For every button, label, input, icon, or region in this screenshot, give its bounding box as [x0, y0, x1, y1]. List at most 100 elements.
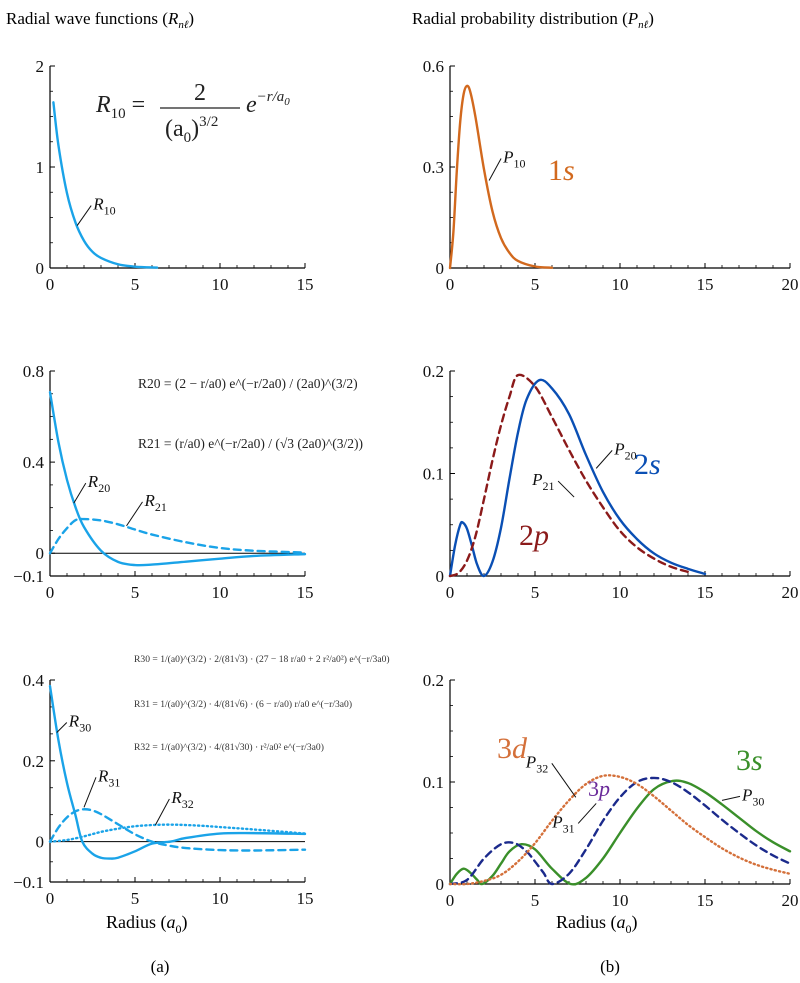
x-tick-label: 5 — [531, 275, 540, 294]
label-leader — [76, 205, 92, 226]
x-tick-label: 15 — [697, 583, 714, 602]
y-tick-label: 0 — [436, 259, 445, 278]
x-tick-label: 15 — [297, 583, 314, 602]
svg-text:R20 = (2 − r/a0) e^(−r/2a0) /: R20 = (2 − r/a0) e^(−r/2a0) / (2a0)^(3/2… — [138, 376, 358, 391]
series-p21 — [448, 373, 690, 578]
series-r10 — [52, 101, 159, 269]
series-p30 — [448, 779, 792, 886]
svg-text:R30 = 1/(a0)^(3/2) · 2/(81√3): R30 = 1/(a0)^(3/2) · 2/(81√3) · (27 − 18… — [134, 654, 390, 665]
series-p20 — [448, 378, 707, 578]
x-tick-label: 15 — [297, 889, 314, 908]
svg-text:R32 = 1/(a0)^(3/2) · 4/(81√30): R32 = 1/(a0)^(3/2) · 4/(81√30) · r²/a0² … — [134, 742, 324, 753]
series-label-r10: R10 — [92, 195, 115, 218]
panel-p3: 0 5 10 15 20 0 0.1 0.2 P30 P31 P32 3s 3p 3d — [423, 671, 799, 910]
orbital-label-2s: 2s — [634, 448, 661, 481]
x-tick-label: 10 — [612, 275, 629, 294]
svg-text:(a0)3/2: (a0)3/2 — [165, 114, 218, 146]
y-tick-label: 0.1 — [423, 773, 444, 792]
series-label-p21: P21 — [531, 470, 554, 493]
equation-r10: R10 = 2 (a0)3/2 e−r/a0 — [95, 80, 290, 146]
y-tick-label: 2 — [36, 57, 45, 76]
x-tick-label: 5 — [531, 583, 540, 602]
orbital-label-3d: 3d — [497, 732, 528, 765]
y-tick-label: 0 — [36, 833, 45, 852]
x-tick-label: 5 — [131, 583, 140, 602]
label-leader — [126, 501, 143, 527]
series-p31 — [448, 776, 792, 886]
label-leader — [595, 450, 613, 469]
equation-r20: R20 = (2 − r/a0) e^(−r/2a0) / (2a0)^(3/2… — [138, 376, 358, 391]
series-label-r30: R30 — [68, 712, 91, 735]
x-tick-label: 5 — [131, 275, 140, 294]
series-label-p20: P20 — [613, 439, 636, 462]
label-leader — [488, 158, 502, 181]
panel-r10: 0 5 10 15 0 1 2 R10 — [36, 57, 314, 294]
y-tick-label: 0 — [436, 567, 445, 586]
series-r31 — [48, 808, 307, 852]
series-label-p32: P32 — [525, 752, 548, 775]
label-leader — [551, 763, 577, 798]
svg-text:R31 = 1/(a0)^(3/2) · 4/(81√6): R31 = 1/(a0)^(3/2) · 4/(81√6) · (6 − r/a… — [134, 699, 352, 710]
series-label-p31: P31 — [551, 812, 574, 835]
orbital-label-1s: 1s — [548, 154, 575, 187]
series-label-r32: R32 — [170, 788, 193, 811]
y-tick-label: −0.1 — [13, 567, 44, 586]
svg-text:R10 =: R10 = — [95, 92, 145, 122]
x-tick-label: 10 — [212, 889, 229, 908]
label-leader — [56, 722, 68, 733]
label-leader — [83, 777, 97, 808]
x-tick-label: 20 — [782, 583, 799, 602]
x-tick-label: 10 — [612, 583, 629, 602]
series-r32 — [48, 823, 307, 843]
caption-a: (a) — [151, 957, 170, 976]
orbital-label-2p: 2p — [519, 519, 549, 552]
x-tick-label: 0 — [46, 583, 55, 602]
x-tick-label: 10 — [212, 275, 229, 294]
x-tick-label: 0 — [446, 891, 455, 910]
x-tick-label: 0 — [446, 583, 455, 602]
panel-p10: 0 5 10 15 20 0 0.3 0.6 P10 1s — [423, 57, 799, 294]
equation-r21: R21 = (r/a0) e^(−r/2a0) / (√3 (2a0)^(3/2… — [138, 436, 363, 451]
x-tick-label: 15 — [697, 275, 714, 294]
series-p32 — [448, 774, 792, 886]
y-tick-label: 0.1 — [423, 465, 444, 484]
xlabel-right: Radius (a0) — [556, 912, 638, 936]
y-tick-label: 0.2 — [423, 671, 444, 690]
y-tick-label: 0 — [36, 544, 45, 563]
x-tick-label: 10 — [612, 891, 629, 910]
title-left: Radial wave functions (Rnℓ) — [6, 9, 194, 31]
series-label-r20: R20 — [87, 472, 110, 495]
y-tick-label: 0.4 — [23, 453, 45, 472]
orbital-label-3p: 3p — [588, 776, 610, 801]
x-tick-label: 20 — [782, 891, 799, 910]
y-tick-label: 0.3 — [423, 158, 444, 177]
x-tick-label: 5 — [131, 889, 140, 908]
equation-r31: R31 = 1/(a0)^(3/2) · 4/(81√6) · (6 − r/a… — [134, 699, 352, 710]
x-tick-label: 0 — [446, 275, 455, 294]
equation-r32: R32 = 1/(a0)^(3/2) · 4/(81√30) · r²/a0² … — [134, 742, 324, 753]
series-r20 — [48, 390, 307, 567]
y-tick-label: 0.2 — [423, 362, 444, 381]
series-r21 — [48, 517, 307, 555]
y-tick-label: 0 — [436, 875, 445, 894]
series-p10 — [448, 84, 554, 270]
orbital-label-3s: 3s — [736, 744, 763, 777]
x-tick-label: 5 — [531, 891, 540, 910]
equation-r30: R30 = 1/(a0)^(3/2) · 2/(81√3) · (27 − 18… — [134, 654, 390, 665]
y-tick-label: 0.6 — [423, 57, 444, 76]
x-tick-label: 15 — [297, 275, 314, 294]
title-right: Radial probability distribution (Pnℓ) — [412, 9, 654, 31]
label-leader — [154, 798, 170, 826]
y-tick-label: −0.1 — [13, 873, 44, 892]
y-tick-label: 0 — [36, 259, 45, 278]
label-leader — [557, 480, 575, 498]
caption-b: (b) — [600, 957, 620, 976]
label-leader — [721, 795, 741, 801]
series-r30 — [48, 684, 307, 860]
svg-text:R21 = (r/a0) e^(−r/2a0) / (√3: R21 = (r/a0) e^(−r/2a0) / (√3 (2a0)^(3/2… — [138, 436, 363, 451]
x-tick-label: 0 — [46, 275, 55, 294]
